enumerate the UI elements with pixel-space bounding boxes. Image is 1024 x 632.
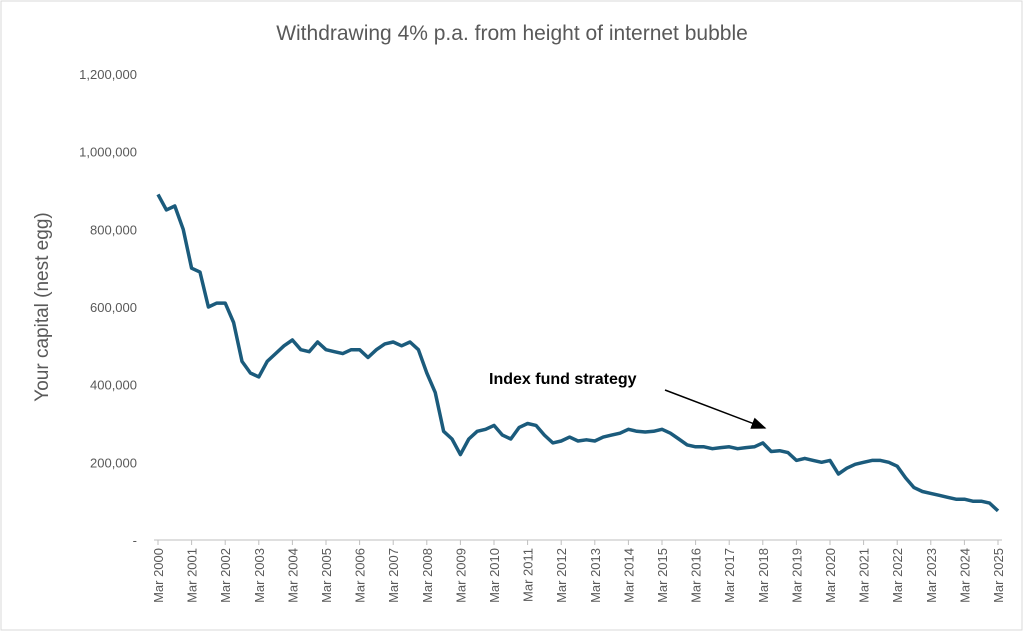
x-tick-label: Mar 2014 bbox=[621, 548, 636, 603]
x-tick-label: Mar 2024 bbox=[957, 548, 972, 603]
chart-title: Withdrawing 4% p.a. from height of inter… bbox=[276, 22, 748, 45]
x-tick-label: Mar 2019 bbox=[789, 548, 804, 603]
x-tick-label: Mar 2022 bbox=[890, 548, 905, 603]
annotation: Index fund strategy bbox=[489, 371, 637, 388]
x-tick-label: Mar 2012 bbox=[554, 548, 569, 603]
x-tick-label: Mar 2018 bbox=[756, 548, 771, 603]
y-tick-label: 1,000,000 bbox=[79, 145, 137, 160]
annotation-arrow bbox=[664, 389, 767, 429]
x-tick-label: Mar 2013 bbox=[588, 548, 603, 603]
x-tick-label: Mar 2003 bbox=[252, 548, 267, 603]
x-tick-label: Mar 2017 bbox=[722, 548, 737, 603]
x-tick-label: Mar 2004 bbox=[285, 548, 300, 603]
x-tick-label: Mar 2011 bbox=[521, 548, 536, 602]
y-tick-label: 600,000 bbox=[90, 300, 137, 315]
x-tick-label: Mar 2008 bbox=[420, 548, 435, 603]
x-tick-label: Mar 2021 bbox=[857, 548, 872, 603]
y-tick-label: 1,200,000 bbox=[79, 67, 137, 82]
y-tick-label: 800,000 bbox=[90, 222, 137, 237]
x-tick-label: Mar 2006 bbox=[353, 548, 368, 603]
data-line bbox=[156, 193, 1000, 513]
x-tick-label: Mar 2001 bbox=[185, 548, 200, 603]
x-tick-label: Mar 2000 bbox=[151, 548, 166, 603]
x-tick-label: Mar 2007 bbox=[386, 548, 401, 603]
x-tick-label: Mar 2010 bbox=[487, 548, 502, 603]
x-tick-label: Mar 2005 bbox=[319, 548, 334, 603]
x-tick-label: Mar 2016 bbox=[689, 548, 704, 603]
x-tick-label: Mar 2009 bbox=[453, 548, 468, 603]
y-tick-label: - bbox=[133, 533, 137, 548]
x-tick-label: Mar 2015 bbox=[655, 548, 670, 603]
y-tick-label: 400,000 bbox=[90, 378, 137, 393]
x-tick-label: Mar 2020 bbox=[823, 548, 838, 603]
x-tick-label: Mar 2025 bbox=[991, 548, 1006, 603]
y-tick-label: 200,000 bbox=[90, 455, 137, 470]
x-tick-label: Mar 2002 bbox=[218, 548, 233, 603]
x-tick-label: Mar 2023 bbox=[924, 548, 939, 603]
y-axis-label: Your capital (nest egg) bbox=[32, 212, 53, 401]
